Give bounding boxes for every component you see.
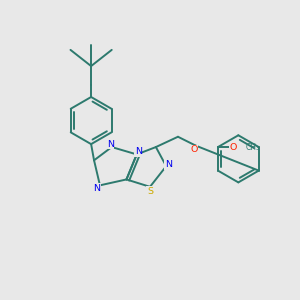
Text: N: N xyxy=(165,160,172,169)
Text: O: O xyxy=(229,142,237,152)
Text: N: N xyxy=(94,184,100,193)
Text: S: S xyxy=(147,187,153,196)
Text: N: N xyxy=(107,140,114,148)
Text: CH₃: CH₃ xyxy=(245,142,260,152)
Text: N: N xyxy=(135,147,142,156)
Text: O: O xyxy=(190,146,198,154)
